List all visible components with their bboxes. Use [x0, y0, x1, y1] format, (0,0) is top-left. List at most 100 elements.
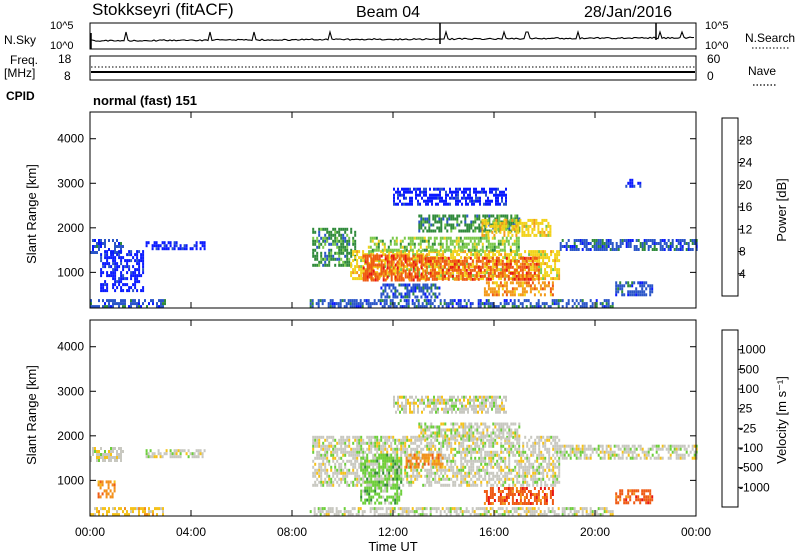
heatmap-cell: [471, 202, 473, 206]
heatmap-cell: [445, 193, 447, 197]
heatmap-cell: [384, 254, 387, 258]
heatmap-cell: [108, 265, 111, 269]
heatmap-cell: [631, 450, 634, 454]
heatmap-cell: [106, 253, 109, 257]
heatmap-cell: [430, 465, 433, 469]
heatmap-cell: [356, 459, 359, 463]
heatmap-cell: [444, 277, 447, 281]
heatmap-cell: [104, 262, 107, 266]
heatmap-cell: [511, 218, 514, 222]
heatmap-cell: [520, 450, 523, 454]
heatmap-cell: [633, 245, 636, 248]
heatmap-cell: [573, 447, 576, 451]
heatmap-cell: [329, 302, 332, 306]
heatmap-cell: [330, 257, 333, 261]
heatmap-cell: [181, 449, 184, 453]
heatmap-cell: [447, 245, 450, 249]
heatmap-cell: [138, 305, 140, 309]
heatmap-cell: [482, 444, 485, 448]
heatmap-cell: [462, 477, 465, 481]
heatmap-cell: [349, 302, 352, 306]
heatmap-cell: [472, 262, 475, 266]
heatmap-cell: [169, 455, 172, 459]
heatmap-cell: [161, 455, 164, 459]
heatmap-cell: [132, 274, 135, 278]
heatmap-cell: [439, 245, 442, 249]
heatmap-cell: [173, 247, 176, 251]
heatmap-cell: [412, 269, 415, 273]
heatmap-cell: [546, 271, 549, 275]
heatmap-cell: [491, 242, 494, 246]
heatmap-cell: [128, 253, 131, 257]
heatmap-cell: [411, 302, 414, 306]
heatmap-cell: [318, 263, 321, 267]
heatmap-cell: [392, 286, 395, 290]
heatmap-cell: [90, 456, 92, 459]
heatmap-cell: [459, 271, 462, 275]
heatmap-cell: [144, 513, 146, 517]
heatmap-cell: [98, 305, 100, 309]
heatmap-cell: [481, 259, 484, 263]
heatmap-cell: [521, 268, 524, 272]
heatmap-cell: [413, 245, 416, 249]
heatmap-cell: [505, 256, 508, 260]
heatmap-cell: [314, 480, 317, 484]
heatmap-cell: [448, 444, 451, 448]
heatmap-cell: [424, 278, 427, 282]
heatmap-cell: [408, 260, 411, 264]
heatmap-cell: [521, 302, 524, 306]
heatmap-cell: [444, 468, 447, 472]
heatmap-cell: [599, 302, 602, 306]
heatmap-cell: [358, 265, 361, 269]
heatmap-cell: [388, 283, 391, 287]
heatmap-cell: [533, 305, 536, 309]
heatmap-cell: [528, 468, 531, 472]
heatmap-cell: [544, 468, 547, 472]
heatmap-cell: [356, 480, 359, 484]
heatmap-cell: [691, 444, 694, 448]
heatmap-cell: [457, 299, 460, 303]
heatmap-cell: [417, 187, 419, 191]
heatmap-cell: [458, 441, 461, 445]
heatmap-cell: [410, 447, 413, 451]
heatmap-cell: [543, 233, 546, 237]
heatmap-cell: [512, 480, 515, 484]
heatmap-cell: [548, 435, 551, 439]
heatmap-cell: [399, 299, 402, 303]
heatmap-cell: [354, 277, 357, 281]
heatmap-cell: [420, 220, 423, 224]
heatmap-cell: [456, 220, 459, 224]
heatmap-cell: [468, 277, 471, 281]
heatmap-cell: [433, 274, 436, 278]
heatmap-cell: [124, 299, 126, 303]
heatmap-cell: [418, 278, 421, 282]
heatmap-cell: [440, 220, 443, 224]
heatmap-cell: [476, 465, 479, 469]
heatmap-cell: [144, 507, 146, 511]
heatmap-cell: [424, 254, 427, 258]
heatmap-cell: [426, 480, 429, 484]
heatmap-cell: [623, 284, 626, 288]
heatmap-cell: [556, 250, 559, 254]
heatmap-cell: [416, 468, 419, 472]
heatmap-cell: [138, 265, 141, 269]
heatmap-cell: [332, 254, 335, 258]
heatmap-cell: [338, 248, 341, 252]
heatmap-cell: [405, 187, 407, 191]
heatmap-cell: [493, 271, 496, 275]
heatmap-cell: [458, 483, 461, 487]
heatmap-cell: [484, 441, 487, 445]
heatmap-cell: [384, 283, 387, 287]
heatmap-cell: [108, 302, 110, 306]
heatmap-cell: [483, 290, 486, 294]
heatmap-cell: [416, 254, 419, 258]
heatmap-cell: [338, 471, 341, 475]
heatmap-cell: [319, 299, 322, 303]
heatmap-cell: [458, 450, 461, 454]
heatmap-cell: [326, 483, 329, 487]
heatmap-cell: [461, 262, 464, 266]
heatmap-cell: [693, 242, 696, 245]
heatmap-cell: [517, 284, 520, 288]
heatmap-cell: [484, 444, 487, 448]
heatmap-cell: [490, 453, 493, 457]
